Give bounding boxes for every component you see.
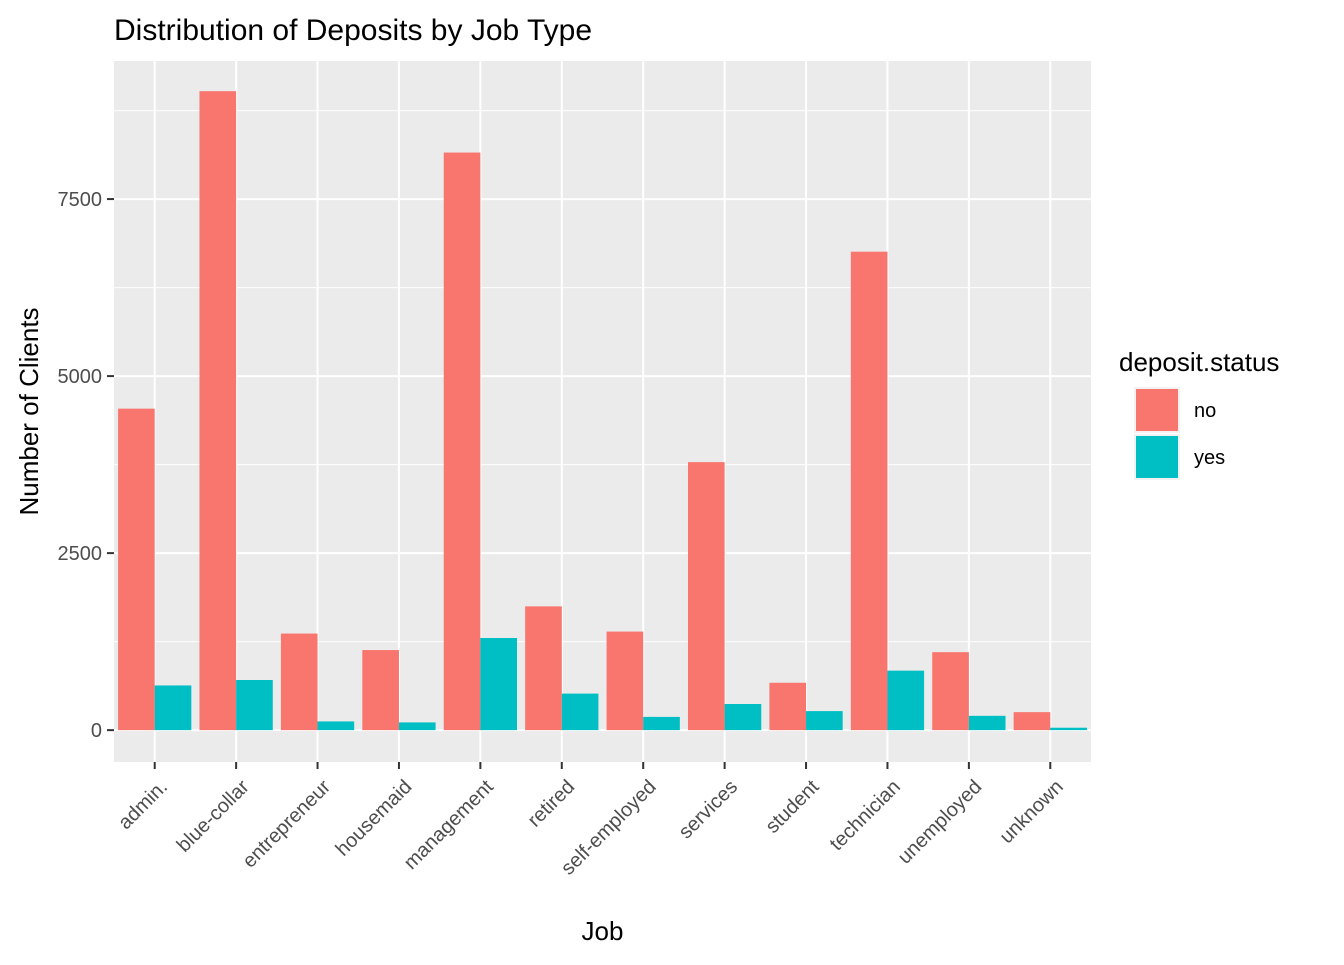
bar-technician-no <box>850 251 888 731</box>
legend-label-yes: yes <box>1194 447 1225 469</box>
bar-unknown-no <box>1013 712 1051 731</box>
bar-management-yes <box>480 638 518 731</box>
bar-services-yes <box>724 704 762 731</box>
chart-title: Distribution of Deposits by Job Type <box>114 14 592 47</box>
legend-label-no: no <box>1194 400 1216 422</box>
bar-services-no <box>687 462 725 731</box>
bars <box>118 91 1087 731</box>
bar-blue-collar-yes <box>236 680 273 731</box>
bar-retired-no <box>525 606 562 731</box>
bar-self-employed-no <box>606 631 644 731</box>
bar-retired-yes <box>561 693 599 731</box>
bar-entrepreneur-no <box>280 633 318 731</box>
legend-swatch-yes <box>1136 436 1178 478</box>
legend: deposit.status no yes <box>1119 347 1279 480</box>
bar-housemaid-yes <box>398 722 436 731</box>
bar-student-no <box>769 682 807 731</box>
bar-entrepreneur-yes <box>317 721 355 731</box>
bar-unknown-yes <box>1050 727 1087 731</box>
x-axis-title: Job <box>582 916 624 946</box>
bar-housemaid-no <box>362 650 399 731</box>
bar-unemployed-no <box>932 652 969 731</box>
bar-student-yes <box>806 711 843 731</box>
bar-unemployed-yes <box>968 715 1006 731</box>
legend-items: no yes <box>1134 387 1225 480</box>
y-axis-title: Number of Clients <box>14 307 44 515</box>
bar-admin-yes <box>154 685 192 731</box>
bar-management-no <box>443 152 481 731</box>
grid-minor <box>114 110 1091 643</box>
bar-admin-no <box>118 408 155 731</box>
legend-swatch-no <box>1136 389 1178 431</box>
y-tick-label: 0 <box>91 720 102 742</box>
y-tick-label: 7500 <box>58 189 103 211</box>
y-tick-label: 5000 <box>58 366 103 388</box>
y-axis: 0 2500 5000 7500 <box>58 189 114 742</box>
y-tick-label: 2500 <box>58 543 103 565</box>
bar-self-employed-yes <box>643 716 680 731</box>
bar-technician-yes <box>887 670 925 731</box>
bar-blue-collar-no <box>199 91 237 731</box>
legend-title: deposit.status <box>1119 347 1279 377</box>
plot-panel <box>114 61 1091 762</box>
